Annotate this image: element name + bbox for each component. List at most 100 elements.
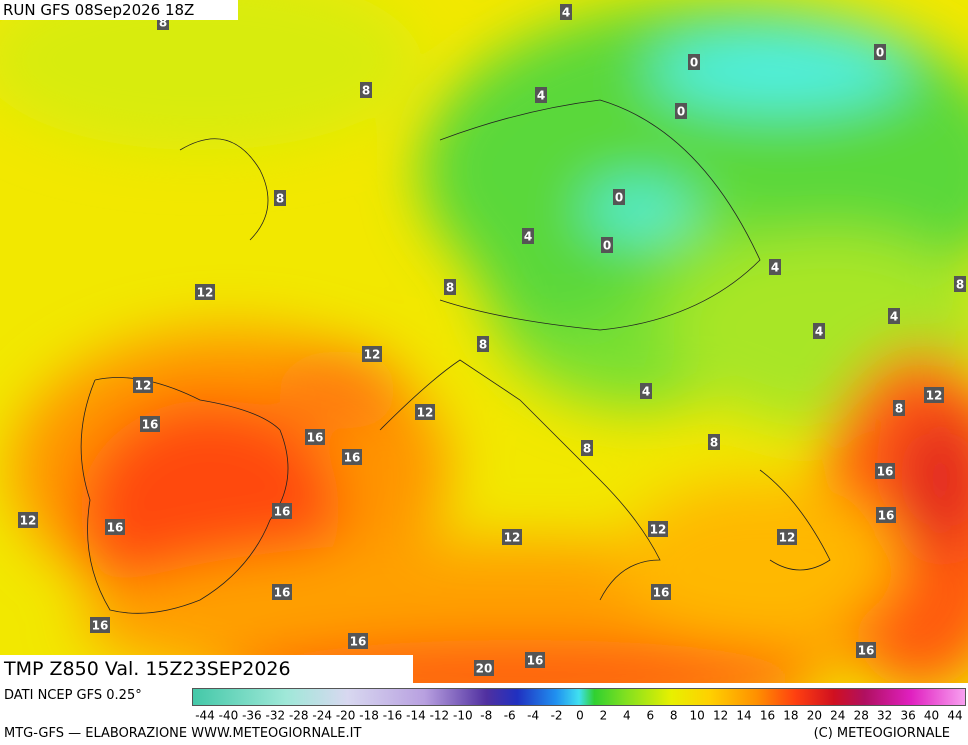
scale-tick-label: -10 <box>453 709 473 723</box>
contour-label-box <box>362 346 382 362</box>
contour-label: 8 <box>446 281 454 295</box>
color-scale <box>192 688 966 706</box>
contour-label: 4 <box>815 325 823 339</box>
contour-label-box <box>348 633 368 649</box>
contour-label-box <box>875 463 895 479</box>
contour-label-box <box>893 400 905 416</box>
contour-label: 8 <box>895 402 903 416</box>
contour-label: 20 <box>476 662 493 676</box>
contour-label: 8 <box>276 192 284 206</box>
contour-label-box <box>876 507 896 523</box>
contour-label-box <box>360 82 372 98</box>
scale-tick-label: -36 <box>242 709 262 723</box>
contour-label-box <box>888 308 900 324</box>
contour-label: 12 <box>197 286 214 300</box>
scale-tick-label: 16 <box>760 709 775 723</box>
contour-label: 0 <box>603 239 611 253</box>
contour-label: 16 <box>274 505 291 519</box>
contour-label: 0 <box>690 56 698 70</box>
contour-label-box <box>640 383 652 399</box>
field-label: TMP Z850 Val. 15Z23SEP2026 <box>0 655 413 683</box>
scale-tick-label: 2 <box>600 709 608 723</box>
contour-label-box <box>477 336 489 352</box>
contour-label-box <box>305 429 325 445</box>
contour-label: 16 <box>858 644 875 658</box>
contour-label: 12 <box>417 406 434 420</box>
scale-tick-label: 4 <box>623 709 631 723</box>
scale-tick-label: -28 <box>289 709 309 723</box>
scale-tick-label: 44 <box>947 709 962 723</box>
contour-label-box <box>777 529 797 545</box>
contour-label-box <box>195 284 215 300</box>
contour-label-box <box>675 103 687 119</box>
contour-label-box <box>651 584 671 600</box>
scale-tick-label: 8 <box>670 709 678 723</box>
contour-label: 12 <box>504 531 521 545</box>
scale-tick-label: 20 <box>807 709 822 723</box>
contour-label: 8 <box>479 338 487 352</box>
contour-label: 12 <box>135 379 152 393</box>
contour-label-box <box>688 54 700 70</box>
scale-tick-label: -40 <box>219 709 239 723</box>
scale-tick-label: 10 <box>690 709 705 723</box>
contour-label: 16 <box>350 635 367 649</box>
contour-label: 8 <box>362 84 370 98</box>
contour-label-box <box>444 279 456 295</box>
contour-label-box <box>272 584 292 600</box>
contour-label-box <box>813 323 825 339</box>
contour-label: 8 <box>583 442 591 456</box>
scale-tick-label: -20 <box>336 709 356 723</box>
scale-tick-label: 24 <box>830 709 845 723</box>
contour-label-box <box>769 259 781 275</box>
scale-tick-label: 14 <box>736 709 751 723</box>
scale-tick-label: -14 <box>406 709 426 723</box>
run-title: RUN GFS 08Sep2026 18Z <box>0 0 238 20</box>
contour-label-box <box>535 87 547 103</box>
contour-label: 4 <box>524 230 532 244</box>
contour-label-box <box>522 228 534 244</box>
data-source: DATI NCEP GFS 0.25° <box>4 688 142 703</box>
contour-label-box <box>613 189 625 205</box>
contour-label: 4 <box>771 261 779 275</box>
contour-label: 8 <box>710 436 718 450</box>
scale-tick-label: 40 <box>924 709 939 723</box>
contour-label-box <box>560 4 572 20</box>
contour-label: 0 <box>615 191 623 205</box>
scale-tick-label: -6 <box>504 709 516 723</box>
scale-tick-label: -44 <box>195 709 215 723</box>
contour-label-box <box>502 529 522 545</box>
contour-label: 8 <box>159 16 167 30</box>
scale-tick-label: 6 <box>646 709 654 723</box>
contour-label-box <box>105 519 125 535</box>
contour-label-box <box>474 660 494 676</box>
contour-label: 16 <box>142 418 159 432</box>
scale-tick-label: -16 <box>383 709 403 723</box>
scale-tick-label: -8 <box>480 709 492 723</box>
coastlines <box>80 99 831 614</box>
scale-tick-label: -2 <box>551 709 563 723</box>
contour-label-box <box>140 416 160 432</box>
contour-label: 16 <box>307 431 324 445</box>
contour-label: 16 <box>653 586 670 600</box>
scale-tick-label: 28 <box>854 709 869 723</box>
contour-label: 4 <box>890 310 898 324</box>
scale-tick-label: 12 <box>713 709 728 723</box>
scale-tick-label: -4 <box>527 709 539 723</box>
contour-label: 16 <box>878 509 895 523</box>
scale-ticks: -44 -40 -36 -32 -28 -24 -20 -18 -16 -14 -12 -10 -8 -6… <box>195 709 962 723</box>
scale-tick-label: 36 <box>900 709 915 723</box>
contour-label: 16 <box>274 586 291 600</box>
contour-label: 16 <box>527 654 544 668</box>
temperature-map: 8 4 0 0 8 4 0 8 0 4 0 4 12 8 8 4 4 12 8 12 4 12 8 12 16 16 8 16 8 16 1… <box>0 0 968 683</box>
contour-label: 12 <box>20 514 37 528</box>
scale-tick-label: 0 <box>576 709 584 723</box>
contour-label: 4 <box>562 6 570 20</box>
contour-label: 4 <box>642 385 650 399</box>
contour-label-box <box>601 237 613 253</box>
contour-label: 0 <box>677 105 685 119</box>
scale-tick-label: -32 <box>266 709 286 723</box>
contour-label: 12 <box>650 523 667 537</box>
contour-label-box <box>856 642 876 658</box>
contour-label-box <box>274 190 286 206</box>
